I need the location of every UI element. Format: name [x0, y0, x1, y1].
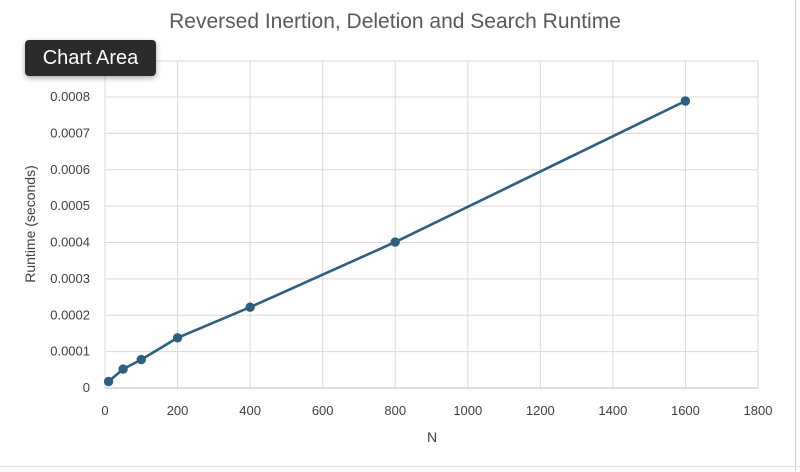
x-tick-label: 200 [167, 403, 189, 418]
y-tick-label: 0.0008 [50, 89, 90, 104]
data-point[interactable] [680, 96, 691, 106]
y-tick-label: 0.0003 [50, 271, 90, 286]
x-axis-label: N [427, 429, 437, 445]
y-tick-label: 0.0002 [50, 307, 90, 322]
chart-area-tooltip: Chart Area [25, 40, 156, 76]
y-axis-tick-labels: 0 0.0001 0.0002 0.0003 0.0004 0.0005 0.0006 0.0… [50, 89, 90, 395]
x-tick-label: 600 [312, 403, 334, 418]
data-point[interactable] [245, 302, 255, 312]
right-border-divider [795, 0, 796, 472]
chart-title: Reversed Inertion, Deletion and Search R… [169, 10, 621, 33]
x-tick-label: 400 [239, 403, 261, 418]
y-tick-label: 0.0001 [50, 344, 90, 359]
x-tick-label: 1000 [453, 403, 482, 418]
y-tick-label: 0.0006 [50, 162, 90, 177]
x-axis-tick-labels: 0 200 400 600 800 1000 1200 1400 1600 1800 [101, 403, 772, 418]
y-axis-label: Runtime (seconds) [22, 165, 38, 283]
series-group[interactable] [103, 96, 691, 387]
x-tick-label: 0 [101, 403, 108, 418]
y-tick-label: 0.0007 [50, 125, 90, 140]
data-point[interactable] [103, 376, 114, 387]
x-tick-label: 1600 [671, 403, 700, 418]
x-tick-label: 1800 [744, 403, 773, 418]
y-tick-label: 0 [83, 380, 90, 395]
data-point[interactable] [172, 333, 183, 343]
y-tick-label: 0.0005 [50, 198, 90, 213]
x-tick-label: 800 [384, 403, 406, 418]
x-tick-label: 1200 [526, 403, 555, 418]
y-tick-label: 0.0004 [50, 235, 90, 250]
data-point[interactable] [118, 364, 128, 374]
data-point[interactable] [136, 354, 147, 365]
bottom-border-divider [0, 466, 800, 467]
x-tick-label: 1400 [598, 403, 627, 418]
plot-area[interactable]: 0 0.0001 0.0002 0.0003 0.0004 0.0005 0.0006 0.0… [50, 60, 772, 418]
gridlines [104, 60, 759, 388]
data-point[interactable] [390, 237, 400, 247]
